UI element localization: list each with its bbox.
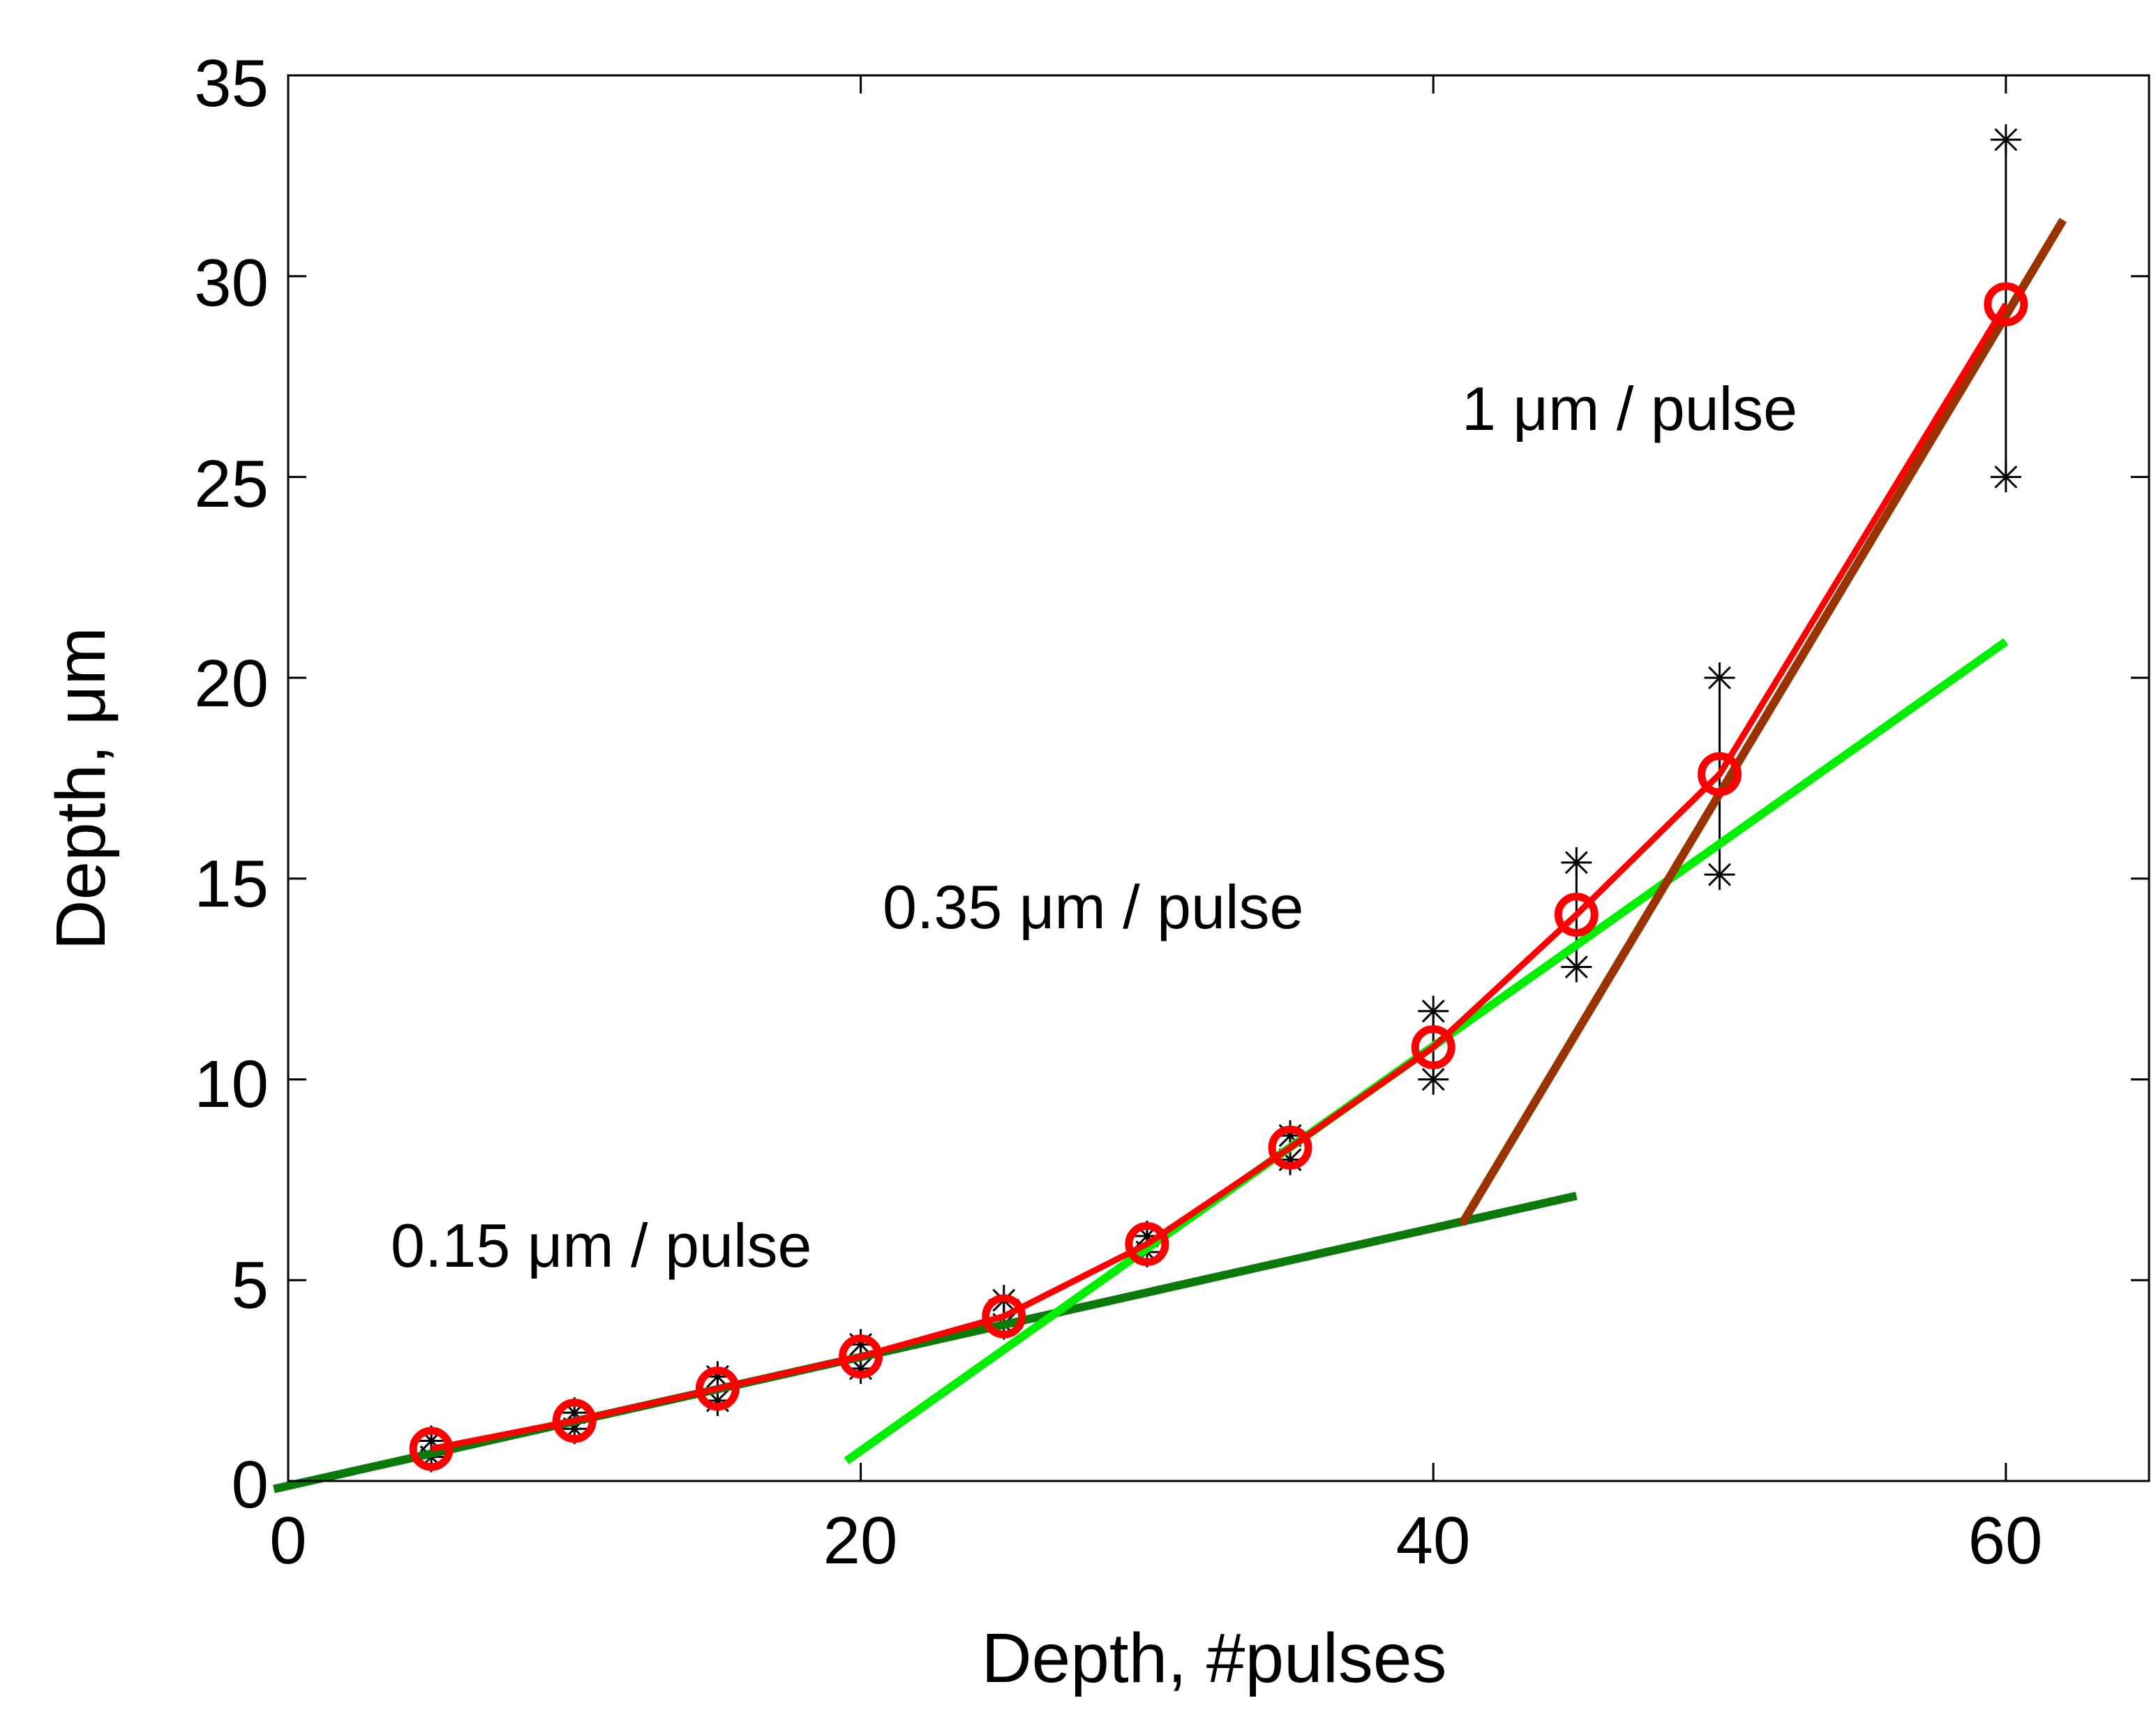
annotation-1-um-per-pulse: 1 μm / pulse [1462, 374, 1797, 443]
error-cap-high-stroke [1994, 128, 2018, 151]
annotation-0-15-um-per-pulse: 0.15 μm / pulse [391, 1211, 811, 1280]
error-cap-high [1704, 662, 1735, 694]
y-tick-label: 25 [194, 447, 269, 521]
annotation-0-35-um-per-pulse: 0.35 μm / pulse [883, 872, 1303, 941]
x-tick-label: 60 [1968, 1503, 2043, 1578]
data-point [552, 1399, 597, 1443]
series-line [431, 302, 2009, 1452]
x-tick-label: 40 [1396, 1503, 1471, 1578]
x-tick-label: 0 [269, 1503, 306, 1578]
data-point [1268, 1125, 1312, 1170]
data-point [1698, 752, 1742, 796]
plot-frame [287, 74, 2150, 1482]
plot-marks [273, 124, 2067, 1494]
axis-ticks [287, 74, 2150, 1482]
x-tick-label: 20 [823, 1503, 898, 1578]
error-cap-high [1418, 995, 1449, 1027]
data-point [1984, 282, 2028, 327]
error-cap-high [1990, 124, 2021, 156]
y-axis-title: Depth, μm [42, 627, 120, 950]
y-tick-label: 30 [194, 246, 269, 320]
error-cap-high-stroke [1421, 999, 1445, 1023]
data-point [982, 1294, 1026, 1339]
data-point [1554, 893, 1599, 937]
y-tick-label: 35 [194, 46, 269, 121]
x-axis-title: Depth, #pulses [981, 1619, 1446, 1697]
data-point [1125, 1221, 1169, 1266]
error-cap-high-stroke [1708, 666, 1731, 690]
error-cap-low-stroke [1421, 1068, 1445, 1092]
y-tick-label: 15 [194, 847, 269, 921]
data-point [1411, 1025, 1455, 1070]
error-cap-high [1561, 847, 1592, 878]
error-cap-low [1704, 859, 1735, 891]
error-cap-high-stroke [1564, 851, 1588, 874]
data-point [695, 1367, 740, 1411]
series-line [1458, 218, 2067, 1226]
y-tick-label: 20 [194, 646, 269, 721]
error-cap-low-stroke [1564, 955, 1588, 978]
y-tick-label: 10 [194, 1047, 269, 1122]
error-cap-low [1990, 461, 2021, 493]
error-cap-low-stroke [1708, 863, 1731, 886]
data-point [839, 1334, 883, 1379]
data-point [409, 1427, 454, 1471]
y-tick-label: 0 [232, 1447, 269, 1522]
y-tick-label: 5 [232, 1248, 269, 1323]
error-cap-low-stroke [1994, 465, 2018, 489]
error-cap-low [1561, 951, 1592, 983]
